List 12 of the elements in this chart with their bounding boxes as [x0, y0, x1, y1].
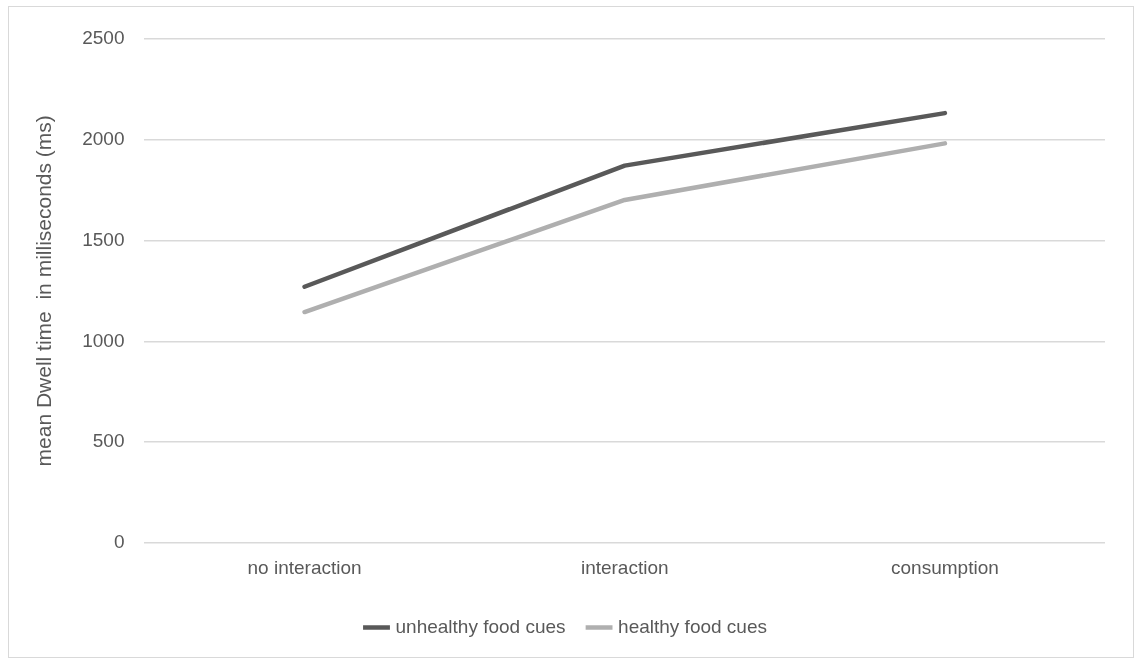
y-tick-label: 2000: [82, 127, 125, 149]
legend-label: healthy food cues: [618, 615, 768, 637]
y-tick-label: 500: [92, 430, 125, 452]
legend-label: unhealthy food cues: [395, 615, 566, 637]
y-tick-label: 1500: [82, 228, 125, 250]
y-tick-label: 1000: [82, 329, 125, 351]
x-tick-label: interaction: [580, 556, 669, 578]
y-tick-label: 2500: [82, 26, 125, 48]
x-tick-label: no interaction: [247, 556, 362, 578]
x-tick-label: consumption: [891, 556, 999, 578]
y-axis-title: mean Dwell time in milliseconds (ms): [32, 115, 56, 467]
y-tick-label: 0: [113, 531, 125, 553]
